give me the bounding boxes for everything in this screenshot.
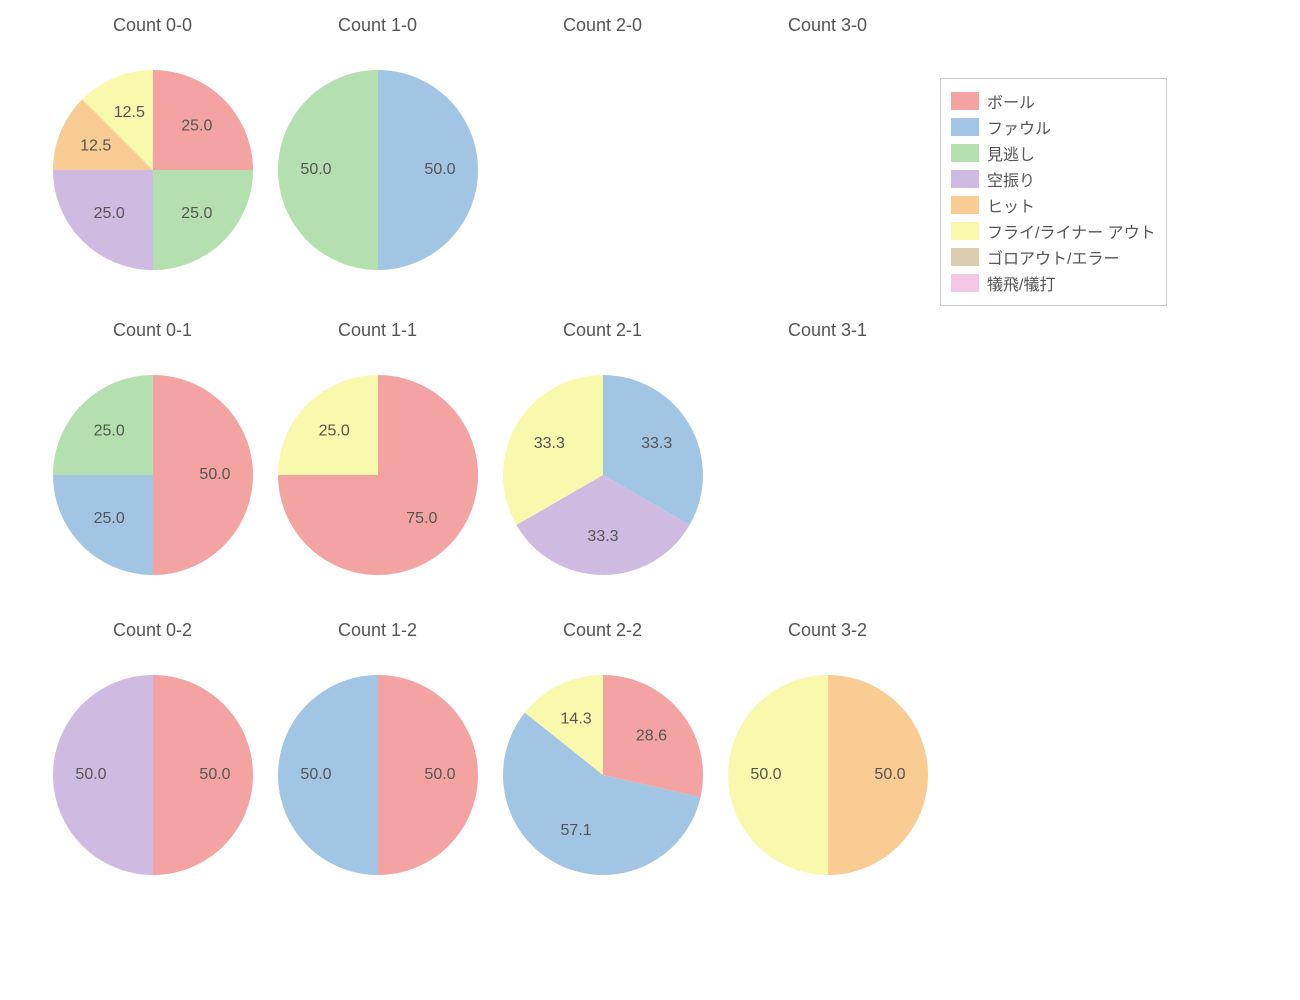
chart-title: Count 2-0 <box>490 15 715 36</box>
chart-cell-c31: Count 3-1 <box>715 320 940 620</box>
pie-slice-label: 12.5 <box>80 137 111 154</box>
pie-slice-label: 50.0 <box>199 466 230 483</box>
legend-label: ゴロアウト/エラー <box>987 245 1119 269</box>
pie-slice-label: 50.0 <box>424 766 455 783</box>
pie-slice-label: 75.0 <box>406 510 437 527</box>
chart-cell-c32: Count 3-2 50.0 50.0 <box>715 620 940 920</box>
legend-label: フライ/ライナー アウト <box>987 219 1156 243</box>
pie-slice-label: 50.0 <box>424 161 455 178</box>
chart-cell-c10: Count 1-0 50.0 50.0 <box>265 15 490 315</box>
chart-cell-c02: Count 0-2 50.0 50.0 <box>40 620 265 920</box>
pie-slice-label: 50.0 <box>874 766 905 783</box>
pie-slice-label: 14.3 <box>560 710 591 727</box>
legend-item-hit: ヒット <box>951 193 1156 217</box>
legend-item-sac: 犠飛/犠打 <box>951 271 1156 295</box>
legend-label: ファウル <box>987 115 1051 139</box>
legend-label: ボール <box>987 89 1035 113</box>
pie-slice-label: 50.0 <box>750 766 781 783</box>
chart-cell-c20: Count 2-0 <box>490 15 715 315</box>
legend-swatch <box>951 144 979 162</box>
pie-slice-label: 33.3 <box>533 435 564 452</box>
pie: 50.0 50.0 <box>53 675 253 875</box>
legend-swatch <box>951 274 979 292</box>
pie-slice-label: 25.0 <box>93 510 124 527</box>
legend-label: 空振り <box>987 167 1035 191</box>
legend-item-swing: 空振り <box>951 167 1156 191</box>
chart-title: Count 3-0 <box>715 15 940 36</box>
chart-cell-c30: Count 3-0 <box>715 15 940 315</box>
legend: ボールファウル見逃し空振りヒットフライ/ライナー アウトゴロアウト/エラー犠飛/… <box>940 78 1167 306</box>
legend-swatch <box>951 222 979 240</box>
chart-title: Count 1-1 <box>265 320 490 341</box>
legend-label: 見逃し <box>987 141 1035 165</box>
chart-title: Count 1-0 <box>265 15 490 36</box>
pie: 50.0 25.0 25.0 <box>53 375 253 575</box>
pie-slice-label: 25.0 <box>181 117 212 134</box>
pie-slice-label: 25.0 <box>93 422 124 439</box>
pie-slice-label: 50.0 <box>199 766 230 783</box>
chart-cell-c00: Count 0-0 25.0 25.0 25.0 12.512.5 <box>40 15 265 315</box>
chart-cell-c11: Count 1-1 75.0 25.0 <box>265 320 490 620</box>
legend-item-ball: ボール <box>951 89 1156 113</box>
chart-cell-c12: Count 1-2 50.0 50.0 <box>265 620 490 920</box>
chart-title: Count 3-2 <box>715 620 940 641</box>
chart-cell-c22: Count 2-2 28.6 57.1 14.3 <box>490 620 715 920</box>
pie-slice-label: 28.6 <box>635 728 666 745</box>
legend-item-fly: フライ/ライナー アウト <box>951 219 1156 243</box>
pie-slice-label: 25.0 <box>181 205 212 222</box>
chart-title: Count 0-1 <box>40 320 265 341</box>
pie-slice-label: 25.0 <box>318 422 349 439</box>
legend-label: ヒット <box>987 193 1035 217</box>
chart-title: Count 1-2 <box>265 620 490 641</box>
pie-slice-label: 12.5 <box>113 104 144 121</box>
chart-cell-c01: Count 0-1 50.0 25.0 25.0 <box>40 320 265 620</box>
pie: 50.0 50.0 <box>728 675 928 875</box>
legend-label: 犠飛/犠打 <box>987 271 1055 295</box>
pie-slice-label: 50.0 <box>300 766 331 783</box>
chart-title: Count 0-0 <box>40 15 265 36</box>
chart-title: Count 2-2 <box>490 620 715 641</box>
legend-item-looking: 見逃し <box>951 141 1156 165</box>
legend-swatch <box>951 92 979 110</box>
pie-slice-label: 57.1 <box>560 822 591 839</box>
legend-item-foul: ファウル <box>951 115 1156 139</box>
pie: 28.6 57.1 14.3 <box>503 675 703 875</box>
pie: 25.0 25.0 25.0 12.512.5 <box>53 70 253 270</box>
chart-title: Count 2-1 <box>490 320 715 341</box>
pie: 50.0 50.0 <box>278 675 478 875</box>
chart-grid-page: Count 0-0 25.0 25.0 25.0 12.512.5 Count 1-0 50… <box>0 0 1300 1000</box>
pie: 75.0 25.0 <box>278 375 478 575</box>
pie-slice-label: 25.0 <box>93 205 124 222</box>
pie: 50.0 50.0 <box>278 70 478 270</box>
legend-swatch <box>951 196 979 214</box>
pie-slice-label: 50.0 <box>75 766 106 783</box>
legend-swatch <box>951 118 979 136</box>
legend-item-ground: ゴロアウト/エラー <box>951 245 1156 269</box>
pie: 33.3 33.3 33.3 <box>503 375 703 575</box>
pie-slice-label: 50.0 <box>300 161 331 178</box>
pie-slice-label: 33.3 <box>587 528 618 545</box>
legend-swatch <box>951 170 979 188</box>
chart-title: Count 0-2 <box>40 620 265 641</box>
pie-slice-label: 33.3 <box>641 435 672 452</box>
chart-title: Count 3-1 <box>715 320 940 341</box>
chart-cell-c21: Count 2-1 33.3 33.3 33.3 <box>490 320 715 620</box>
legend-swatch <box>951 248 979 266</box>
